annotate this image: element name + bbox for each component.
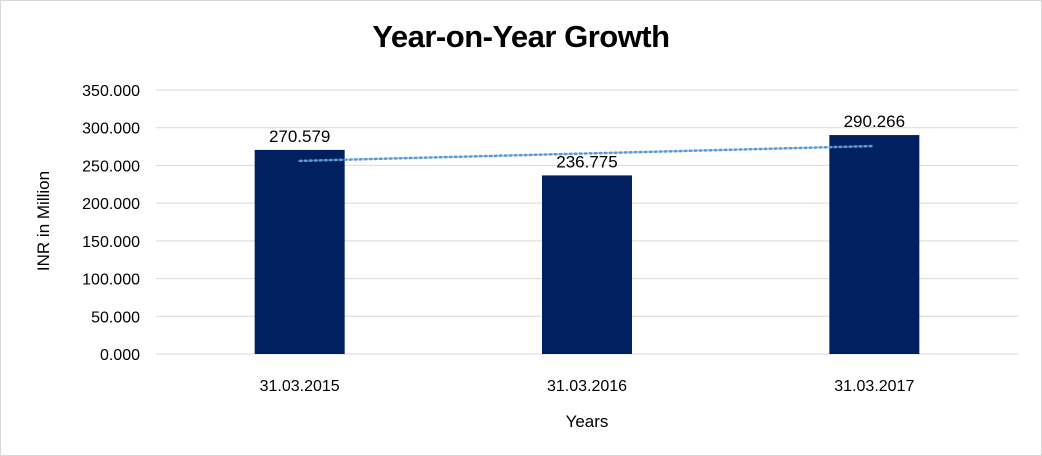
bar: [254, 149, 345, 354]
bar: [829, 135, 920, 354]
data-label: 290.266: [844, 112, 905, 131]
trendline-layer: [298, 144, 876, 163]
y-tick-label: 150.000: [82, 234, 140, 251]
data-label: 236.775: [556, 152, 617, 171]
chart-title: Year-on-Year Growth: [372, 19, 670, 54]
bars: [254, 135, 920, 354]
x-tick-label: 31.03.2016: [547, 378, 627, 395]
y-tick-label: 100.000: [82, 272, 140, 289]
y-tick-label: 350.000: [82, 83, 140, 100]
data-labels: 270.579 236.775 290.266: [269, 112, 905, 171]
y-tick-label: 200.000: [82, 196, 140, 213]
x-tick-label: 31.03.2015: [260, 378, 340, 395]
bar: [542, 175, 632, 354]
x-axis-title: Years: [566, 412, 609, 431]
y-tick-label: 50.000: [91, 309, 140, 326]
y-axis-title: INR in Million: [34, 171, 53, 271]
trendline: [298, 144, 876, 163]
x-tick-label: 31.03.2017: [834, 378, 914, 395]
y-tick-label: 250.000: [82, 158, 140, 175]
x-axis-ticks: 31.03.2015 31.03.2016 31.03.2017: [260, 378, 915, 395]
data-label: 270.579: [269, 127, 330, 146]
y-axis-ticks: 0.000 50.000 100.000 150.000 200.000 250.000 3…: [82, 83, 140, 364]
y-tick-label: 0.000: [100, 347, 140, 364]
y-tick-label: 300.000: [82, 121, 140, 138]
